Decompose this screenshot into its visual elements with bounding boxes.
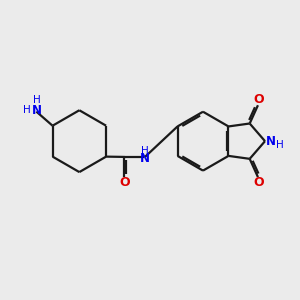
Text: N: N	[140, 152, 150, 166]
Text: H: H	[141, 146, 148, 156]
Text: H: H	[33, 95, 41, 105]
Text: N: N	[32, 103, 42, 117]
Text: O: O	[253, 93, 264, 106]
Text: H: H	[23, 105, 31, 115]
Text: O: O	[119, 176, 130, 189]
Text: O: O	[253, 176, 264, 190]
Text: H: H	[276, 140, 283, 150]
Text: N: N	[266, 135, 276, 148]
